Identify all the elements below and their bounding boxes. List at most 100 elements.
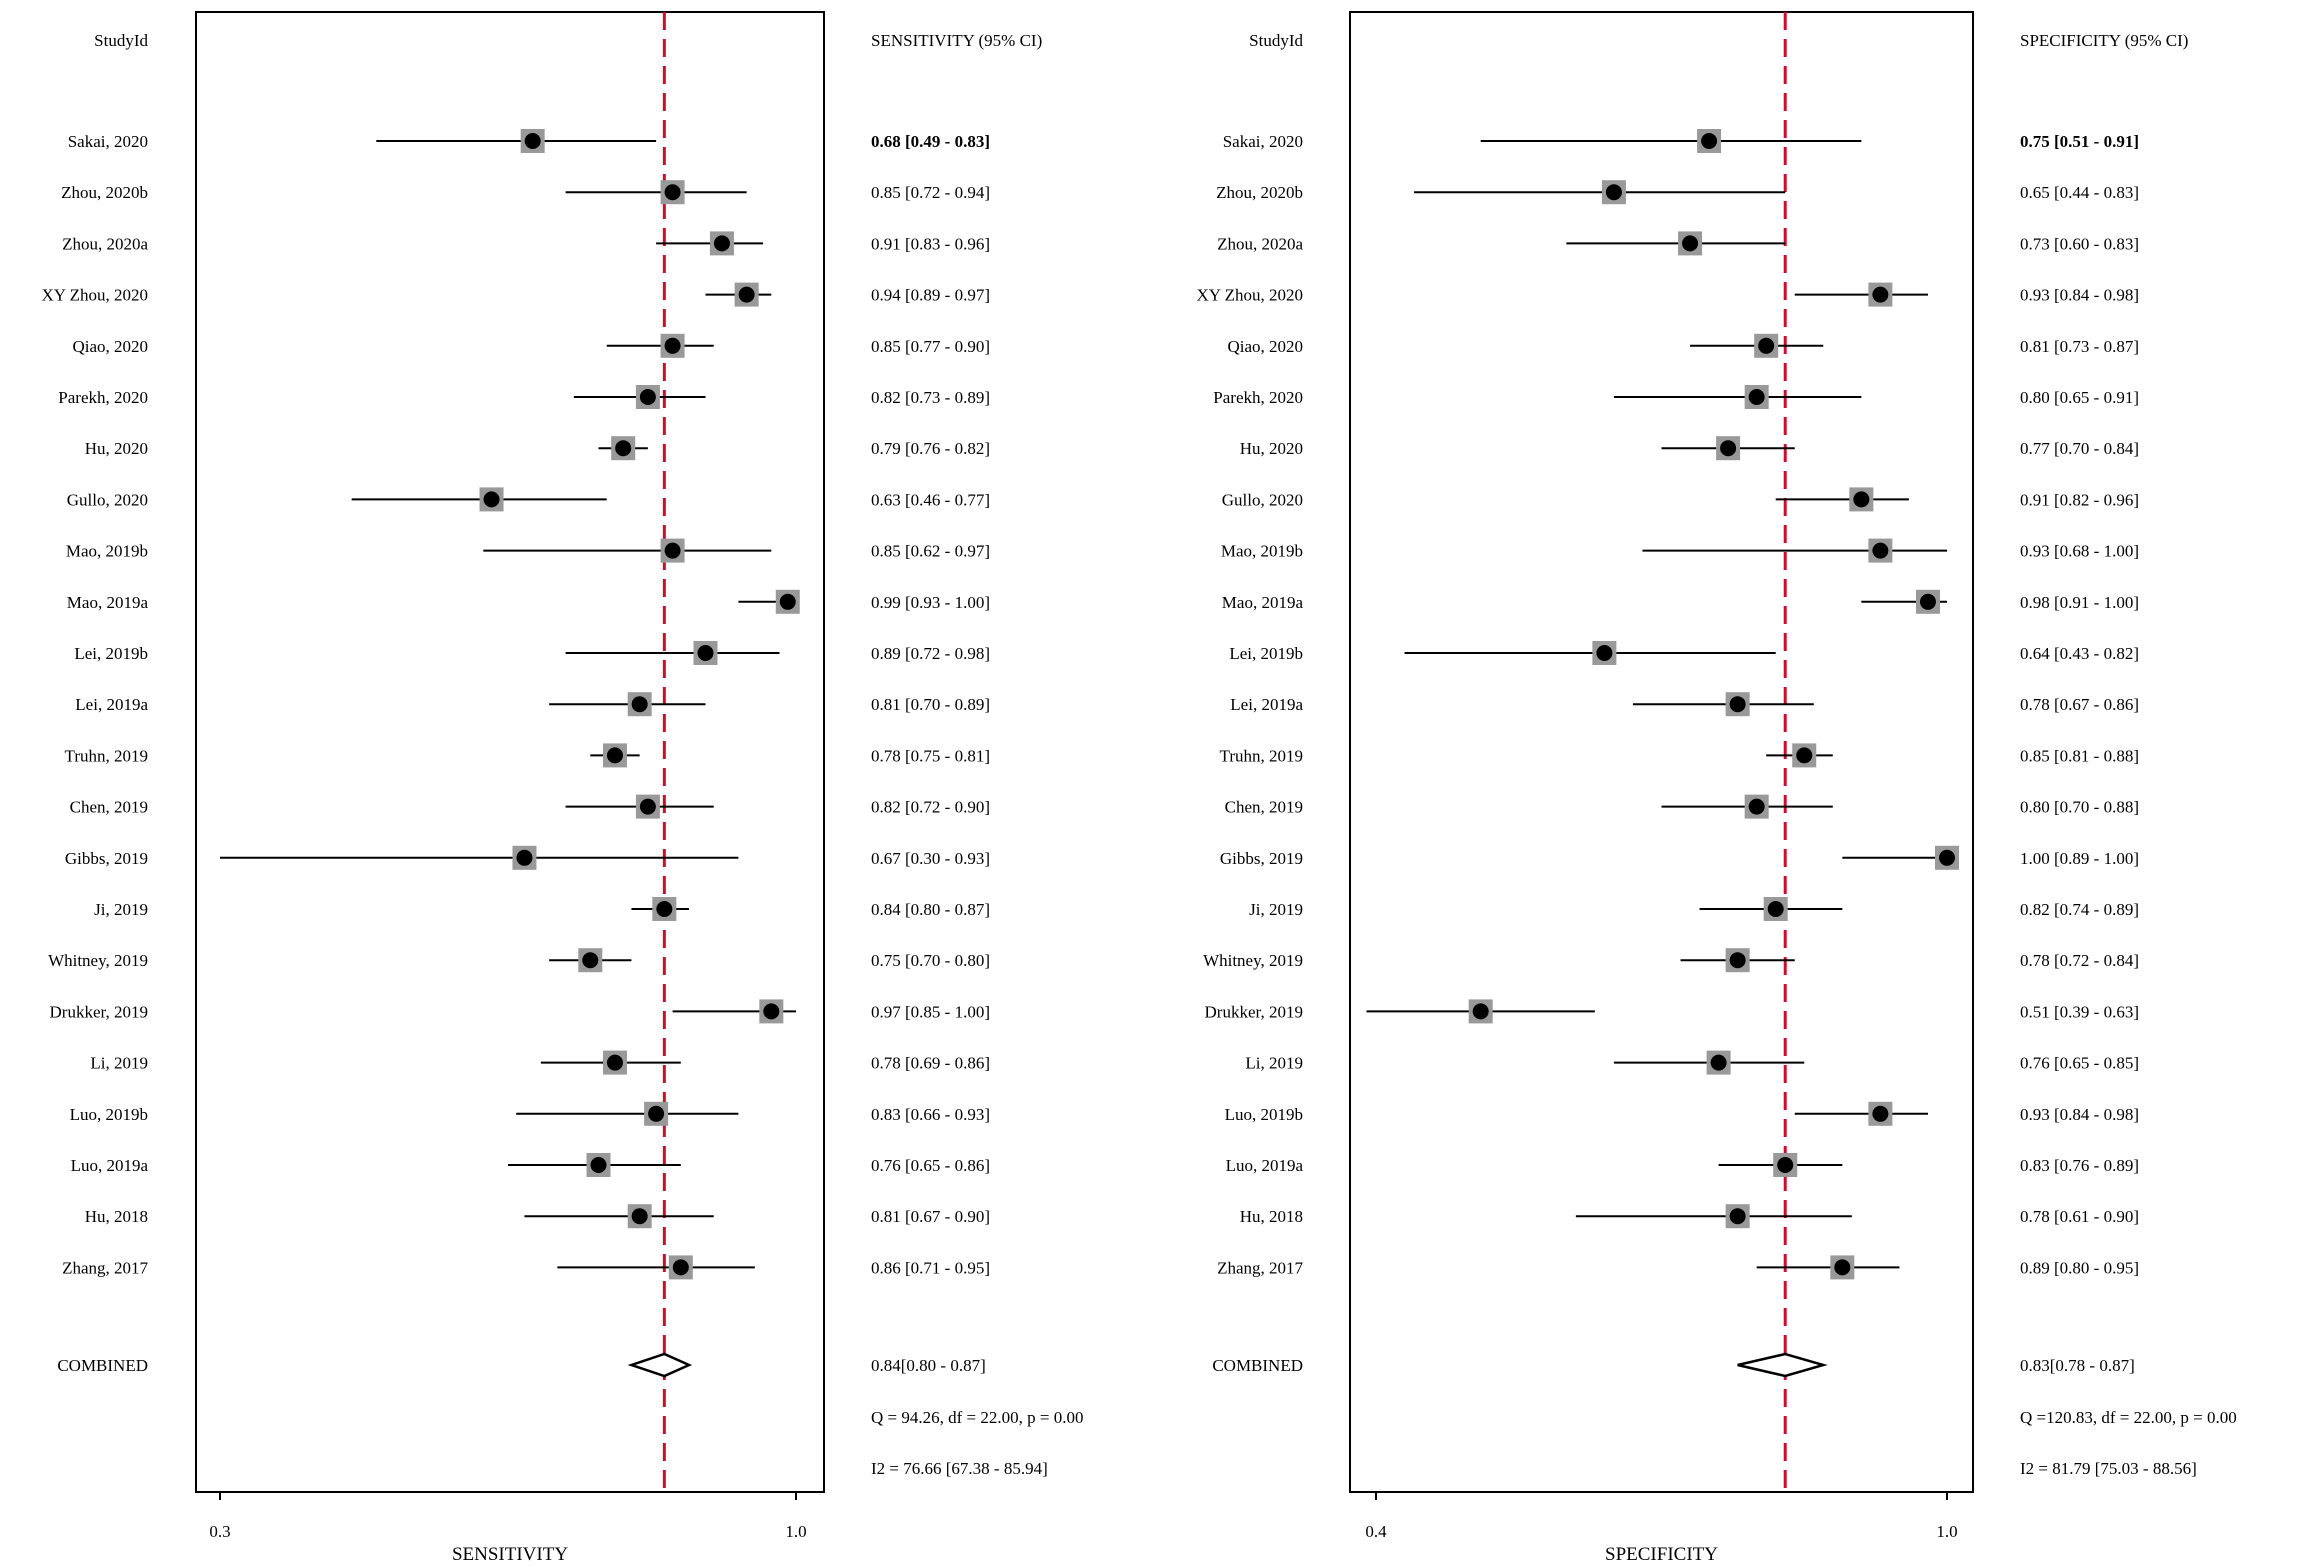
- panel1-ci-label-gullo-2020: 0.63 [0.46 - 0.77]: [871, 490, 990, 509]
- panel2-ci-label-drukker-2019: 0.51 [0.39 - 0.63]: [2020, 1002, 2139, 1021]
- panel2-combined-diamond: [1737, 1352, 1828, 1378]
- panel2-study-label-chen-2019: Chen, 2019: [1225, 798, 1303, 817]
- panel2-point-estimate-qiao-2020: [1758, 337, 1775, 354]
- panel1-point-estimate-mao-2019a: [779, 593, 796, 610]
- panel2-ci-label-luo-2019b: 0.93 [0.84 - 0.98]: [2020, 1105, 2139, 1124]
- panel1-point-estimate-parekh-2020: [639, 389, 656, 405]
- panel2-study-label-lei-2019a: Lei, 2019a: [1230, 695, 1303, 714]
- panel1-heterogeneity-i2: I2 = 76.66 [67.38 - 85.94]: [871, 1459, 1048, 1478]
- panel2-ci-label-hu-2020: 0.77 [0.70 - 0.84]: [2020, 439, 2139, 458]
- panel2-point-estimate-drukker-2019: [1472, 1003, 1489, 1020]
- panel2-point-estimate-truhn-2019: [1796, 747, 1813, 764]
- panel1-ci-label-lei-2019b: 0.89 [0.72 - 0.98]: [871, 644, 990, 663]
- panel2-study-label-luo-2019a: Luo, 2019a: [1226, 1156, 1304, 1175]
- panel2-study-label-gullo-2020: Gullo, 2020: [1222, 490, 1303, 509]
- panel2-ci-header: SPECIFICITY (95% CI): [2020, 31, 2188, 50]
- panel1-study-label-truhn-2019: Truhn, 2019: [65, 746, 148, 765]
- panel1-ci-label-hu-2020: 0.79 [0.76 - 0.82]: [871, 439, 990, 458]
- panel1-point-estimate-mao-2019b: [664, 542, 681, 559]
- panel1-study-label-zhou-2020b: Zhou, 2020b: [61, 183, 148, 202]
- panel1-point-estimate-li-2019: [606, 1054, 623, 1071]
- panel1-point-estimate-zhou-2020a: [713, 235, 730, 252]
- panel1-ci-label-zhang-2017: 0.86 [0.71 - 0.95]: [871, 1258, 990, 1277]
- panel1-study-label-zhang-2017: Zhang, 2017: [62, 1258, 148, 1277]
- panel2-studyid-header: StudyId: [1249, 31, 1303, 50]
- panel1-ci-label-qiao-2020: 0.85 [0.77 - 0.90]: [871, 337, 990, 356]
- panel2-study-label-mao-2019a: Mao, 2019a: [1222, 593, 1304, 612]
- panel2-point-estimate-ji-2019: [1767, 901, 1784, 917]
- panel1-ci-label-zhou-2020a: 0.91 [0.83 - 0.96]: [871, 234, 990, 253]
- panel1-study-label-xy-zhou-2020: XY Zhou, 2020: [41, 286, 148, 305]
- panel2-point-estimate-luo-2019b: [1872, 1105, 1889, 1122]
- panel1-combined-diamond: [627, 1352, 693, 1378]
- panel1-study-label-luo-2019b: Luo, 2019b: [70, 1105, 148, 1124]
- panel1-point-estimate-whitney-2019: [582, 952, 599, 969]
- panel2-study-label-zhang-2017: Zhang, 2017: [1217, 1258, 1303, 1277]
- panel1-combined-ci-label: 0.84[0.80 - 0.87]: [871, 1356, 986, 1375]
- panel2-point-estimate-lei-2019a: [1729, 696, 1746, 713]
- panel2-study-label-whitney-2019: Whitney, 2019: [1203, 951, 1303, 970]
- panel1-ci-label-luo-2019b: 0.83 [0.66 - 0.93]: [871, 1105, 990, 1124]
- panel1-study-label-qiao-2020: Qiao, 2020: [72, 337, 148, 356]
- panel2-heterogeneity-i2: I2 = 81.79 [75.03 - 88.56]: [2020, 1459, 2197, 1478]
- panel1-point-estimate-lei-2019a: [631, 696, 648, 713]
- panel1-ci-label-mao-2019a: 0.99 [0.93 - 1.00]: [871, 593, 990, 612]
- panel1-ci-label-drukker-2019: 0.97 [0.85 - 1.00]: [871, 1002, 990, 1021]
- panel1-ci-label-hu-2018: 0.81 [0.67 - 0.90]: [871, 1207, 990, 1226]
- panel2-study-label-hu-2018: Hu, 2018: [1240, 1207, 1303, 1226]
- panel1-heterogeneity-q: Q = 94.26, df = 22.00, p = 0.00: [871, 1408, 1083, 1427]
- panel2-ci-label-gullo-2020: 0.91 [0.82 - 0.96]: [2020, 490, 2139, 509]
- panel1-point-estimate-lei-2019b: [697, 645, 714, 661]
- panel1-ci-label-sakai-2020: 0.68 [0.49 - 0.83]: [871, 132, 990, 151]
- panel2-study-label-zhou-2020b: Zhou, 2020b: [1216, 183, 1303, 202]
- panel1-ci-header: SENSITIVITY (95% CI): [871, 31, 1042, 50]
- panel2-point-estimate-lei-2019b: [1596, 645, 1613, 661]
- panel2-ci-label-zhou-2020a: 0.73 [0.60 - 0.83]: [2020, 234, 2139, 253]
- panel1-point-estimate-zhou-2020b: [664, 184, 681, 201]
- panel2-point-estimate-zhou-2020b: [1605, 184, 1622, 201]
- panel1-point-estimate-chen-2019: [639, 798, 656, 815]
- panel2-point-estimate-zhang-2017: [1834, 1259, 1851, 1276]
- panel2-point-estimate-parekh-2020: [1748, 389, 1765, 405]
- panel1-ci-label-chen-2019: 0.82 [0.72 - 0.90]: [871, 798, 990, 817]
- panel1-study-label-lei-2019b: Lei, 2019b: [74, 644, 148, 663]
- panel1-study-label-chen-2019: Chen, 2019: [70, 798, 148, 817]
- panel2-study-label-qiao-2020: Qiao, 2020: [1227, 337, 1303, 356]
- panel1-ci-label-ji-2019: 0.84 [0.80 - 0.87]: [871, 900, 990, 919]
- panel2-ci-label-luo-2019a: 0.83 [0.76 - 0.89]: [2020, 1156, 2139, 1175]
- panel1-point-estimate-sakai-2020: [524, 133, 541, 149]
- panel1-point-estimate-luo-2019a: [590, 1157, 607, 1173]
- panel2-ci-label-ji-2019: 0.82 [0.74 - 0.89]: [2020, 900, 2139, 919]
- panel2-study-label-hu-2020: Hu, 2020: [1240, 439, 1303, 458]
- panel2-study-label-li-2019: Li, 2019: [1245, 1054, 1303, 1073]
- panel1-point-estimate-gibbs-2019: [516, 849, 533, 866]
- panel1-ci-label-xy-zhou-2020: 0.94 [0.89 - 0.97]: [871, 286, 990, 305]
- panel2-x-axis-title: SPECIFICITY: [1605, 1544, 1718, 1565]
- panel1-combined-label: COMBINED: [57, 1356, 148, 1375]
- panel1-study-label-gullo-2020: Gullo, 2020: [67, 490, 148, 509]
- panel2-ci-label-sakai-2020: 0.75 [0.51 - 0.91]: [2020, 132, 2139, 151]
- panel2-ci-label-hu-2018: 0.78 [0.61 - 0.90]: [2020, 1207, 2139, 1226]
- panel2-study-label-lei-2019b: Lei, 2019b: [1229, 644, 1303, 663]
- panel2-point-estimate-mao-2019b: [1872, 542, 1889, 559]
- panel1-point-estimate-truhn-2019: [606, 747, 623, 764]
- panel1-study-label-parekh-2020: Parekh, 2020: [58, 388, 148, 407]
- panel2-point-estimate-sakai-2020: [1701, 133, 1718, 149]
- panel2-point-estimate-xy-zhou-2020: [1872, 286, 1889, 303]
- panel2-point-estimate-li-2019: [1710, 1054, 1727, 1071]
- panel1-point-estimate-hu-2018: [631, 1208, 648, 1225]
- panel2-ci-label-mao-2019a: 0.98 [0.91 - 1.00]: [2020, 593, 2139, 612]
- panel2-point-estimate-zhou-2020a: [1682, 235, 1699, 252]
- panel1-point-estimate-drukker-2019: [763, 1003, 780, 1020]
- panel1-point-estimate-zhang-2017: [672, 1259, 689, 1276]
- panel2-tick-label-max: 1.0: [1936, 1522, 1957, 1541]
- panel1-point-estimate-gullo-2020: [483, 491, 500, 508]
- panel1-tick-label-max: 1.0: [785, 1522, 806, 1541]
- panel1-study-label-ji-2019: Ji, 2019: [94, 900, 148, 919]
- panel2-study-label-mao-2019b: Mao, 2019b: [1221, 542, 1303, 561]
- panel2-study-label-drukker-2019: Drukker, 2019: [1205, 1002, 1303, 1021]
- panel1-study-label-sakai-2020: Sakai, 2020: [68, 132, 148, 151]
- panel1-x-axis-title: SENSITIVITY: [452, 1544, 568, 1565]
- panel2-ci-label-qiao-2020: 0.81 [0.73 - 0.87]: [2020, 337, 2139, 356]
